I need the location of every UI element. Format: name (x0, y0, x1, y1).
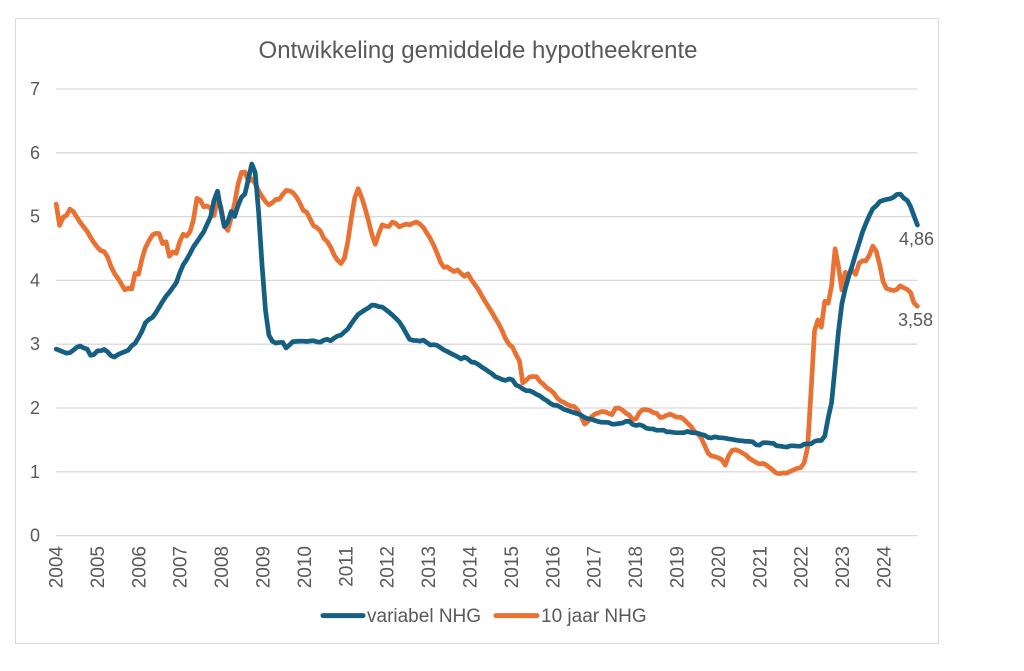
svg-text:5: 5 (30, 207, 40, 227)
svg-text:2010: 2010 (295, 546, 316, 588)
svg-text:3,58: 3,58 (898, 310, 933, 330)
svg-text:1: 1 (30, 462, 40, 482)
svg-text:2016: 2016 (543, 546, 564, 588)
svg-text:2020: 2020 (709, 546, 730, 588)
svg-text:2015: 2015 (502, 546, 523, 588)
svg-text:4,86: 4,86 (899, 229, 934, 249)
svg-text:2: 2 (30, 398, 40, 418)
svg-text:2014: 2014 (461, 546, 482, 589)
svg-text:2022: 2022 (792, 546, 813, 588)
svg-text:10 jaar NHG: 10 jaar NHG (541, 606, 647, 627)
svg-text:3: 3 (30, 334, 40, 354)
svg-text:7: 7 (30, 79, 40, 99)
svg-text:2019: 2019 (668, 546, 689, 588)
svg-text:2017: 2017 (585, 546, 606, 588)
svg-text:0: 0 (30, 526, 40, 546)
svg-text:2005: 2005 (88, 546, 109, 588)
svg-text:2011: 2011 (336, 546, 357, 587)
svg-text:2008: 2008 (212, 546, 233, 588)
svg-text:2006: 2006 (129, 546, 150, 588)
svg-text:variabel NHG: variabel NHG (367, 606, 481, 627)
svg-text:2024: 2024 (875, 546, 896, 589)
svg-text:6: 6 (30, 143, 40, 163)
svg-text:2012: 2012 (378, 546, 399, 588)
svg-text:2009: 2009 (254, 546, 275, 588)
svg-text:4: 4 (30, 270, 40, 290)
svg-text:Ontwikkeling gemiddelde hypoth: Ontwikkeling gemiddelde hypotheekrente (259, 37, 698, 64)
svg-text:2018: 2018 (626, 546, 647, 588)
svg-text:2023: 2023 (833, 546, 854, 588)
svg-text:2021: 2021 (750, 546, 771, 588)
svg-text:2013: 2013 (419, 546, 440, 588)
svg-text:2007: 2007 (171, 546, 192, 588)
svg-text:2004: 2004 (47, 546, 68, 589)
